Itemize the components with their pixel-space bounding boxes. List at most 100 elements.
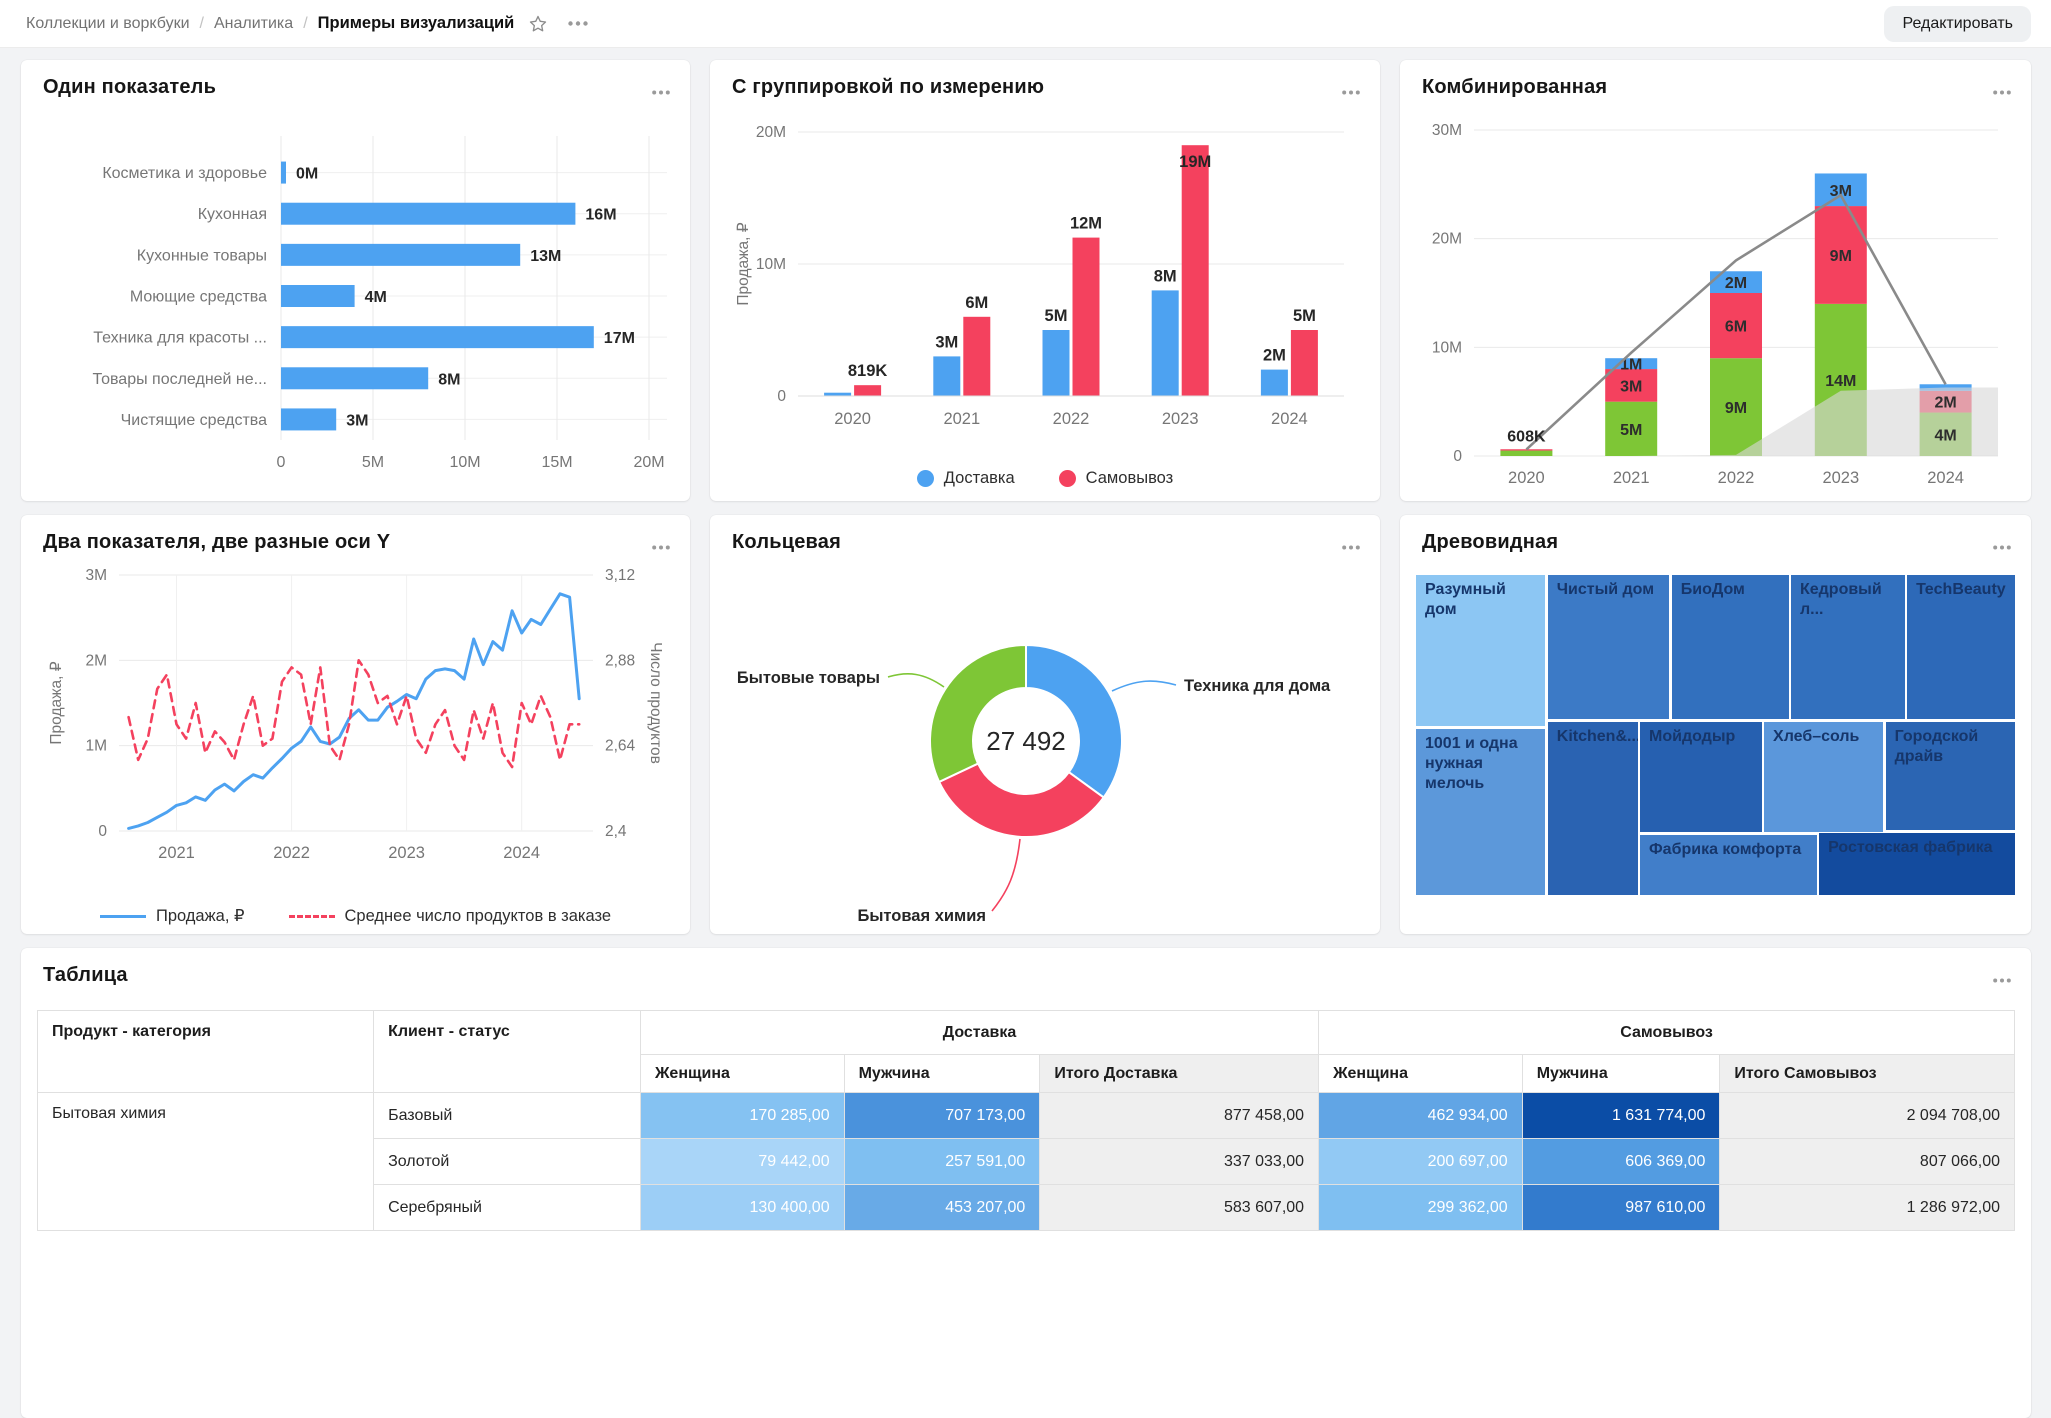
bar[interactable] bbox=[281, 202, 576, 225]
bar[interactable] bbox=[281, 243, 521, 266]
bar-segment[interactable] bbox=[1500, 449, 1553, 451]
bar-segment[interactable] bbox=[1500, 450, 1553, 456]
value-label: 6M bbox=[965, 294, 988, 312]
value-label: 0M bbox=[296, 166, 318, 183]
donut-chart: 27 492 Техника для дома Бытовая химия Бытов… bbox=[737, 643, 1331, 925]
bar-segment[interactable] bbox=[1814, 206, 1867, 304]
value-label: 17M bbox=[604, 330, 635, 347]
table-cell-value: 453 207,00 bbox=[843, 1184, 1041, 1231]
table-cell-value: 79 442,00 bbox=[639, 1138, 845, 1185]
bar[interactable] bbox=[963, 316, 991, 396]
axis-label: 2,64 bbox=[605, 738, 636, 755]
treemap-cell[interactable]: Городской драйв bbox=[1885, 721, 2015, 831]
value-label: 4M bbox=[365, 289, 387, 306]
breadcrumb-separator: / bbox=[199, 14, 204, 32]
bar[interactable] bbox=[281, 285, 355, 307]
panel-menu-icon[interactable] bbox=[1338, 74, 1364, 108]
panel-menu-icon[interactable] bbox=[1989, 74, 2015, 108]
table-row: Бытовая химия Базовый 170 285,00 707 173,00… bbox=[36, 1092, 2015, 1231]
more-actions-icon[interactable] bbox=[564, 17, 592, 30]
treemap-cell[interactable]: Кедровый л... bbox=[1790, 575, 1905, 719]
column-header: Клиент - статус bbox=[373, 1010, 641, 1093]
axis-label: 2024 bbox=[1271, 410, 1308, 428]
value-label: 2M bbox=[1263, 347, 1286, 365]
breadcrumb-link-analytics[interactable]: Аналитика bbox=[213, 14, 294, 32]
legend-item[interactable]: Продажа, ₽ bbox=[99, 906, 245, 926]
axis-label: 2,88 bbox=[605, 652, 635, 669]
value-label: 819K bbox=[848, 362, 888, 380]
value-label: 5M bbox=[1045, 307, 1068, 325]
treemap-cell[interactable]: 1001 и одна нужная мелочь bbox=[1416, 729, 1546, 895]
donut-slice[interactable] bbox=[1025, 643, 1123, 799]
panel-menu-icon[interactable] bbox=[648, 529, 674, 563]
bar[interactable] bbox=[1260, 369, 1288, 396]
value-label: 9M bbox=[1725, 400, 1747, 417]
legend-label: Доставка bbox=[943, 469, 1015, 487]
favorite-star-icon[interactable] bbox=[528, 14, 548, 34]
breadcrumb-link-collections[interactable]: Коллекции и воркбуки bbox=[26, 14, 190, 32]
bar[interactable] bbox=[824, 392, 852, 396]
axis-label: 0 bbox=[777, 388, 786, 405]
value-label: 3M bbox=[1620, 378, 1642, 395]
axis-label: 10M bbox=[449, 454, 480, 471]
bar[interactable] bbox=[933, 356, 961, 396]
treemap-cell[interactable]: Фабрика комфорта bbox=[1640, 835, 1817, 895]
sub-header: Итого Самовывоз bbox=[1719, 1054, 2015, 1093]
panel-menu-icon[interactable] bbox=[1989, 529, 2015, 563]
table-cell-value: 130 400,00 bbox=[639, 1184, 845, 1231]
table-cell-product: Бытовая химия bbox=[36, 1092, 375, 1231]
donut-center-value: 27 492 bbox=[986, 726, 1066, 756]
treemap-cell[interactable]: TechBeauty bbox=[1907, 575, 2015, 719]
panel-menu-icon[interactable] bbox=[1989, 962, 2015, 996]
bar[interactable] bbox=[1290, 330, 1318, 396]
bar[interactable] bbox=[281, 326, 594, 349]
bar-segment[interactable] bbox=[1605, 358, 1658, 370]
treemap-chart: Разумный дом 1001 и одна нужная мелочь Чис… bbox=[1416, 575, 2015, 895]
axis-label: 2023 bbox=[1822, 469, 1859, 487]
treemap-cell[interactable]: Чистый дом bbox=[1547, 575, 1670, 719]
legend-item[interactable]: Самовывоз bbox=[1058, 469, 1173, 488]
legend-item[interactable]: Среднее число продуктов в заказе bbox=[288, 907, 611, 926]
bar-segment[interactable] bbox=[1814, 173, 1867, 207]
column-header: Продукт - категория bbox=[36, 1010, 375, 1093]
treemap-cell[interactable]: Ростовская фабрика bbox=[1819, 832, 2015, 895]
bar[interactable] bbox=[1042, 330, 1070, 396]
bar[interactable] bbox=[281, 408, 337, 431]
value-label: 5M bbox=[1293, 307, 1316, 325]
label-connector bbox=[1111, 680, 1177, 692]
bar-segment[interactable] bbox=[1710, 293, 1762, 359]
donut-slice[interactable] bbox=[929, 643, 1027, 784]
bar-segment[interactable] bbox=[1605, 369, 1658, 402]
treemap-cell[interactable]: Мойдодыр bbox=[1640, 721, 1762, 833]
y-axis-title: Продажа, ₽ bbox=[735, 222, 752, 305]
treemap-cell[interactable]: БиоДом bbox=[1671, 575, 1789, 719]
treemap-cell[interactable]: Хлеб–соль bbox=[1764, 721, 1884, 833]
bar[interactable] bbox=[1181, 145, 1209, 396]
panel-menu-icon[interactable] bbox=[648, 74, 674, 108]
donut-slice[interactable] bbox=[937, 762, 1106, 838]
legend-item[interactable]: Доставка bbox=[916, 469, 1015, 488]
bar[interactable] bbox=[1151, 290, 1179, 396]
treemap-cell[interactable]: Kitchen&... bbox=[1547, 721, 1638, 895]
bar[interactable] bbox=[854, 385, 882, 396]
bar-segment[interactable] bbox=[1605, 401, 1658, 456]
bar-segment[interactable] bbox=[1710, 271, 1762, 293]
panel-menu-icon[interactable] bbox=[1338, 529, 1364, 563]
axis-label: 2,4 bbox=[605, 823, 627, 840]
bar-segment[interactable] bbox=[1919, 384, 1972, 391]
edit-button[interactable]: Редактировать bbox=[1884, 5, 2031, 42]
bar[interactable] bbox=[281, 161, 286, 184]
table-cell-status: Золотой bbox=[373, 1138, 641, 1185]
axis-label: 15M bbox=[541, 454, 572, 471]
axis-label: 2022 bbox=[273, 844, 310, 862]
treemap-cell[interactable]: Разумный дом bbox=[1416, 575, 1546, 727]
bar[interactable] bbox=[1072, 237, 1100, 396]
axis-label: 20M bbox=[633, 454, 664, 471]
bar-segment[interactable] bbox=[1710, 358, 1762, 456]
legend-label: Продажа, ₽ bbox=[155, 907, 245, 925]
axis-label: 3M bbox=[85, 567, 107, 584]
axis-label: 0 bbox=[98, 823, 107, 840]
line-series bbox=[127, 659, 581, 769]
axis-label: 0 bbox=[1453, 448, 1462, 465]
bar[interactable] bbox=[281, 367, 429, 390]
